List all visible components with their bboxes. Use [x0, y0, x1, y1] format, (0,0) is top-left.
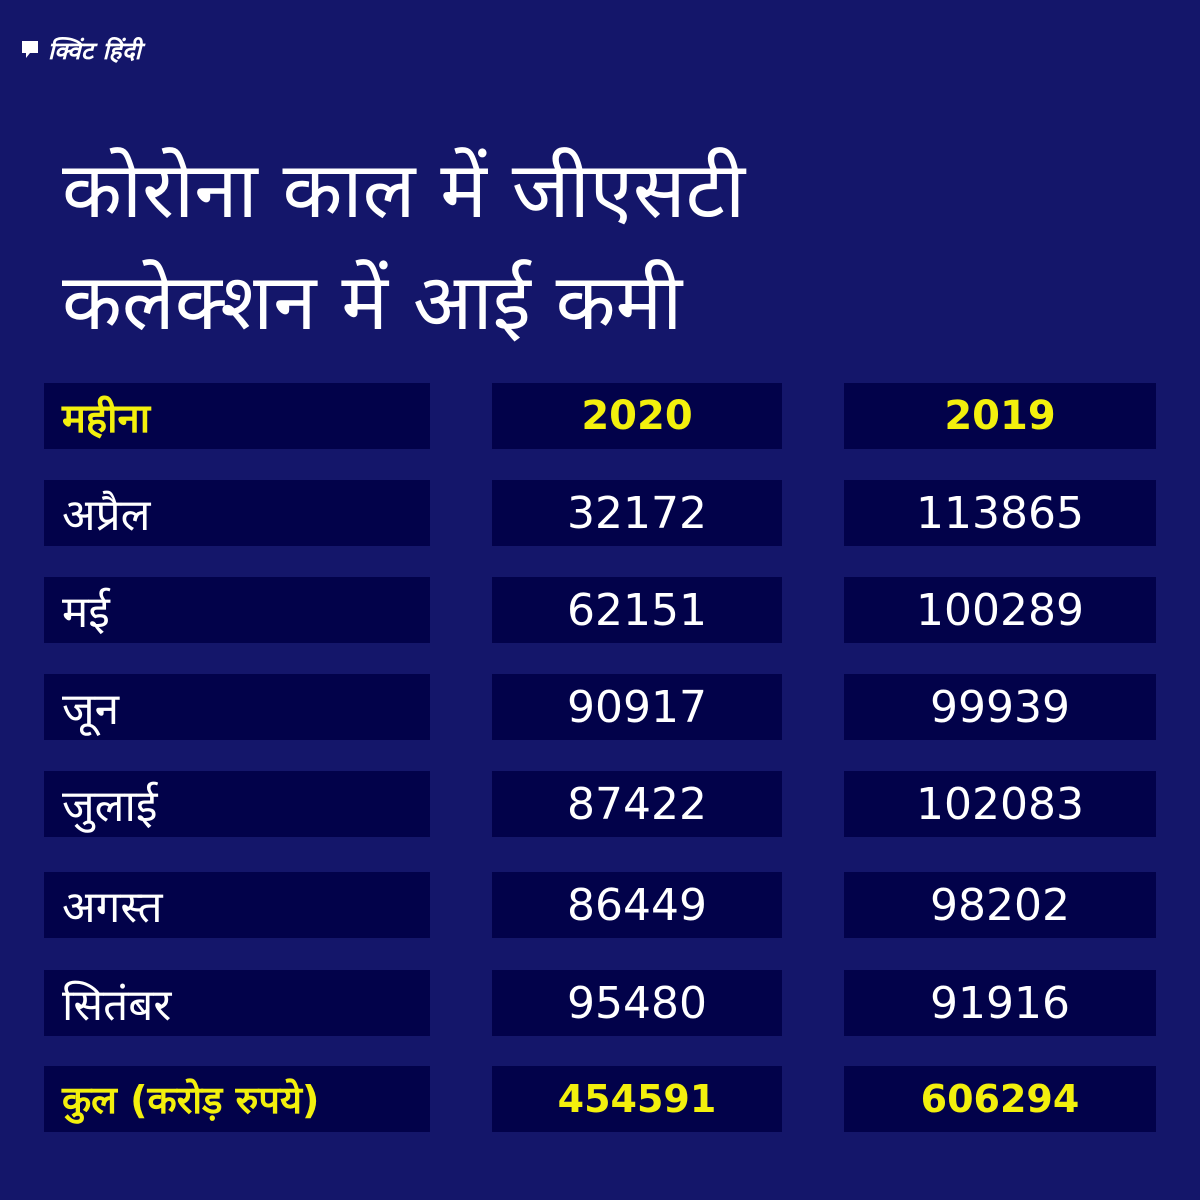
row-month: अगस्त: [44, 872, 430, 938]
row-month: मई: [44, 577, 430, 643]
row-value-2019: 99939: [844, 674, 1156, 740]
row-month: सितंबर: [44, 970, 430, 1036]
row-month: जून: [44, 674, 430, 740]
row-value-2020: 95480: [492, 970, 782, 1036]
total-value-2019: 606294: [844, 1066, 1156, 1132]
total-label: कुल (करोड़ रुपये): [44, 1066, 430, 1132]
title-line-1: कोरोना काल में जीएसटी: [62, 146, 746, 236]
brand-logo-text: क्विंट हिंदी: [48, 36, 142, 65]
header-2019: 2019: [844, 383, 1156, 449]
quint-speech-bubble-icon: [22, 41, 38, 58]
row-value-2020: 32172: [492, 480, 782, 546]
row-value-2019: 113865: [844, 480, 1156, 546]
row-value-2019: 98202: [844, 872, 1156, 938]
total-value-2020: 454591: [492, 1066, 782, 1132]
row-value-2019: 100289: [844, 577, 1156, 643]
row-value-2020: 90917: [492, 674, 782, 740]
brand-logo: क्विंट हिंदी: [20, 30, 142, 70]
row-value-2019: 102083: [844, 771, 1156, 837]
row-value-2019: 91916: [844, 970, 1156, 1036]
header-month: महीना: [44, 383, 430, 449]
row-value-2020: 86449: [492, 872, 782, 938]
title-line-2: कलेक्शन में आई कमी: [62, 258, 683, 348]
header-2020: 2020: [492, 383, 782, 449]
page-title: कोरोना काल में जीएसटी कलेक्शन में आई कमी: [62, 135, 1162, 359]
row-month: अप्रैल: [44, 480, 430, 546]
row-value-2020: 87422: [492, 771, 782, 837]
row-month: जुलाई: [44, 771, 430, 837]
row-value-2020: 62151: [492, 577, 782, 643]
